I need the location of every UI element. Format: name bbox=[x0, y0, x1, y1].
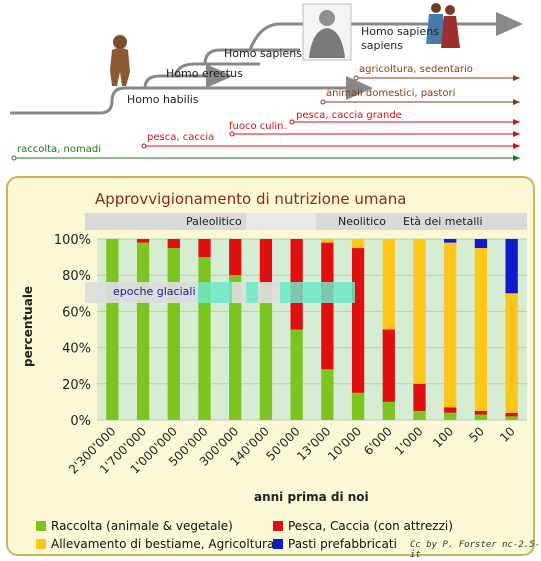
bar-segment bbox=[444, 412, 457, 420]
bar-segment bbox=[505, 416, 518, 420]
bar-segment bbox=[136, 242, 150, 420]
ice-age-segment bbox=[280, 282, 355, 303]
bar-segment bbox=[321, 369, 334, 420]
x-tick-label: 10 bbox=[497, 424, 518, 445]
x-axis-label: anni prima di noi bbox=[254, 490, 369, 504]
chart-title: Approvvigionamento di nutrizione umana bbox=[95, 190, 406, 208]
plot-area bbox=[97, 239, 527, 420]
activity-label: pesca, caccia grande bbox=[296, 110, 402, 121]
bar-segment bbox=[505, 293, 518, 413]
ice-age-segment bbox=[85, 282, 198, 303]
y-tick-label: 40% bbox=[62, 342, 91, 357]
activity-label: raccolta, nomadi bbox=[17, 144, 101, 155]
ice-age-segment bbox=[232, 282, 246, 303]
bar-segment bbox=[136, 239, 150, 243]
bar-segment bbox=[351, 392, 365, 420]
y-tick-label: 100% bbox=[54, 233, 91, 248]
ice-age-segment bbox=[258, 282, 280, 303]
bar-segment bbox=[444, 242, 457, 408]
lineage-line bbox=[10, 76, 373, 115]
ice-age-label: epoche glaciali bbox=[113, 285, 196, 298]
period-label-paleolitico: Paleolitico bbox=[186, 215, 242, 228]
ice-age-band bbox=[85, 282, 355, 303]
lineage-branch bbox=[248, 12, 523, 51]
bar-segment bbox=[474, 414, 488, 420]
bar-segment bbox=[474, 239, 488, 249]
x-tick-label: 6'000 bbox=[361, 424, 395, 458]
modern-humans-icon bbox=[426, 3, 460, 48]
bar-segment bbox=[382, 401, 395, 420]
y-tick-label: 0% bbox=[70, 414, 91, 429]
ice-age-segment bbox=[246, 282, 258, 303]
bar-segment bbox=[444, 407, 457, 413]
bars bbox=[106, 239, 518, 420]
activity-start bbox=[353, 75, 359, 81]
y-axis-label: percentuale bbox=[21, 286, 35, 367]
bar-segment bbox=[444, 239, 457, 243]
bar-segment bbox=[382, 329, 395, 402]
activity-label: agricoltura, sedentario bbox=[359, 64, 473, 75]
bar-segment bbox=[351, 248, 365, 393]
activity-label: fuoco culin. bbox=[229, 121, 287, 132]
bar-segment bbox=[167, 239, 180, 249]
bar-segment bbox=[351, 239, 365, 249]
bar-segment bbox=[229, 239, 242, 276]
bar-segment bbox=[198, 257, 211, 420]
period-label-neolitico: Neolitico bbox=[338, 215, 386, 228]
species-label: Homo habilis bbox=[127, 93, 199, 106]
bar-segment bbox=[413, 239, 426, 384]
activity-label: pesca, caccia bbox=[147, 132, 214, 143]
evolution-diagram: Homo habilis Homo erectus Homo sapiens H… bbox=[10, 3, 523, 161]
y-tick-label: 60% bbox=[62, 305, 91, 320]
bar-segment bbox=[413, 383, 426, 411]
activity-start bbox=[229, 131, 235, 137]
y-tick-label: 80% bbox=[62, 269, 91, 284]
bar-segment bbox=[321, 239, 334, 243]
bar-segment bbox=[474, 248, 488, 411]
bar-segment bbox=[106, 239, 119, 420]
sapiens-bust-icon bbox=[302, 3, 352, 61]
bar-segment bbox=[474, 410, 488, 415]
bar-segment bbox=[505, 239, 518, 294]
period-separator bbox=[246, 213, 316, 230]
bar-segment bbox=[413, 410, 426, 420]
bar-segment bbox=[198, 239, 211, 258]
y-ticks: 0% 20% 40% 60% 80% 100% bbox=[54, 233, 91, 429]
activity-start bbox=[141, 143, 147, 149]
lineage-branch bbox=[143, 64, 233, 89]
species-label-multiline: Homo sapiens sapiens bbox=[361, 25, 442, 52]
bar-segment bbox=[321, 242, 334, 370]
x-tick-label: 1'000 bbox=[392, 424, 426, 458]
bar-segment bbox=[259, 284, 273, 420]
species-label: Homo erectus bbox=[166, 67, 243, 80]
activity-start bbox=[11, 155, 17, 161]
bar-segment bbox=[229, 275, 242, 420]
bar-segment bbox=[259, 239, 273, 285]
habilis-figure-icon bbox=[110, 35, 130, 86]
y-tick-label: 20% bbox=[62, 378, 91, 393]
x-tick-label: 10'000 bbox=[325, 424, 364, 463]
x-ticks: 2'300'0001'700'0001'000'000500'000300'00… bbox=[66, 424, 518, 476]
period-label-metalli: Età dei metalli bbox=[403, 215, 483, 228]
bar-segment bbox=[505, 412, 518, 417]
x-tick-label: 50 bbox=[466, 424, 487, 445]
species-label: Homo sapiens bbox=[224, 47, 302, 60]
bar-segment bbox=[382, 239, 395, 330]
activity-start bbox=[289, 119, 295, 125]
bar-segment bbox=[167, 248, 180, 420]
x-tick-label: 100 bbox=[430, 424, 456, 450]
ice-age-segment bbox=[198, 282, 232, 303]
lineage-branch bbox=[203, 48, 300, 65]
activity-start bbox=[320, 99, 326, 105]
activity-label: animali domestici, pastori bbox=[326, 88, 455, 99]
lineage-branch bbox=[173, 62, 260, 77]
bar-segment bbox=[290, 329, 303, 420]
